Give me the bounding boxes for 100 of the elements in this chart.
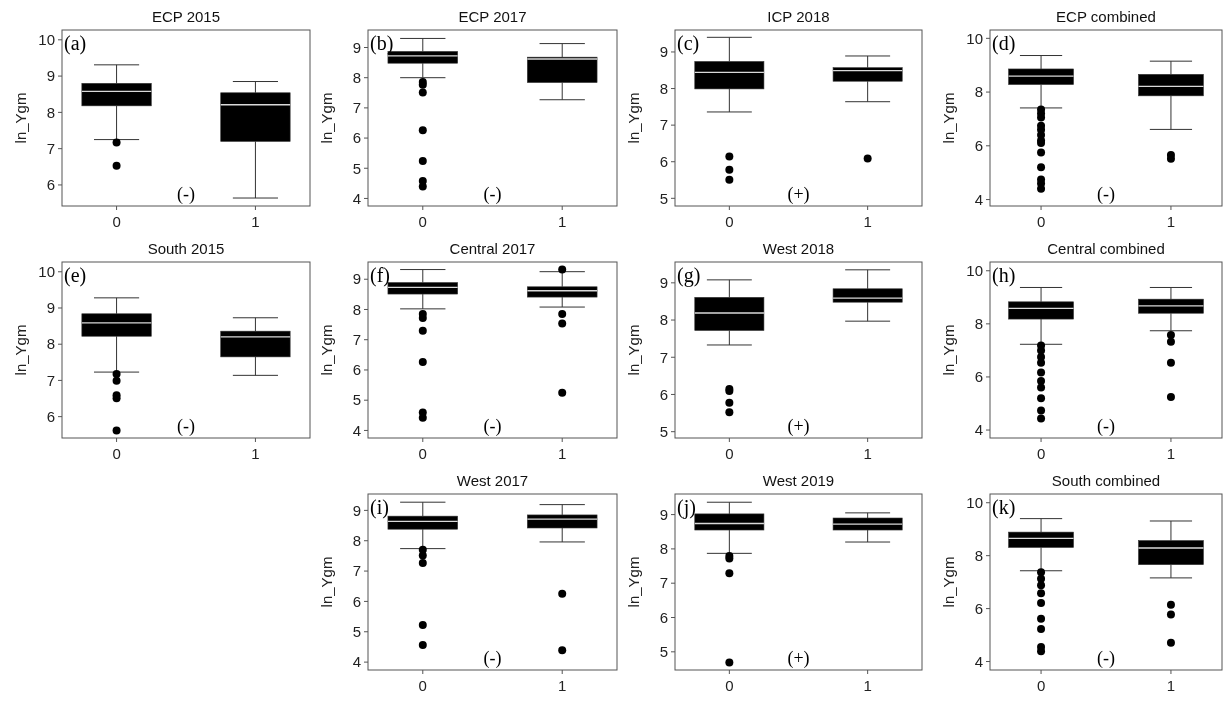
chart-title: South 2015 bbox=[147, 240, 225, 257]
y-tick-label: 4 bbox=[974, 652, 983, 670]
annotation: (b) bbox=[370, 32, 394, 55]
x-tick-label: 0 bbox=[1036, 445, 1046, 462]
y-tick-label: 5 bbox=[352, 623, 361, 641]
y-tick-label: 8 bbox=[46, 103, 55, 121]
annotation: (-) bbox=[1097, 648, 1115, 669]
x-tick-label: 1 bbox=[1166, 213, 1176, 230]
y-axis-title: ln_Ygm bbox=[318, 324, 335, 376]
y-tick-label: 9 bbox=[352, 501, 361, 519]
x-tick-label: 1 bbox=[251, 445, 260, 462]
y-tick-label: 6 bbox=[974, 137, 983, 155]
y-tick-label: 8 bbox=[974, 315, 983, 333]
y-tick-label: 10 bbox=[38, 263, 55, 281]
y-axis-title: ln_Ygm bbox=[625, 556, 642, 608]
annotation: (-) bbox=[177, 184, 195, 205]
y-tick-label: 8 bbox=[659, 79, 668, 97]
y-tick-label: 6 bbox=[352, 592, 361, 610]
y-tick-label: 4 bbox=[352, 421, 361, 439]
annotation: (+) bbox=[787, 648, 810, 669]
y-tick-label: 8 bbox=[974, 546, 983, 564]
y-tick-label: 5 bbox=[659, 189, 668, 207]
y-tick-label: 10 bbox=[38, 31, 55, 49]
annotation: (k) bbox=[992, 496, 1016, 519]
y-tick-label: 7 bbox=[659, 116, 668, 134]
y-tick-label: 9 bbox=[659, 43, 668, 61]
x-tick-label: 0 bbox=[725, 677, 734, 694]
y-tick-label: 5 bbox=[659, 422, 668, 440]
y-axis-title: ln_Ygm bbox=[625, 324, 642, 376]
chart-title: West 2017 bbox=[456, 472, 529, 489]
y-tick-label: 6 bbox=[974, 599, 983, 617]
x-tick-label: 1 bbox=[863, 213, 872, 230]
y-tick-label: 7 bbox=[352, 562, 361, 580]
x-tick-label: 1 bbox=[1166, 677, 1176, 694]
annotation: (c) bbox=[677, 32, 700, 55]
x-tick-label: 1 bbox=[558, 445, 567, 462]
y-tick-label: 6 bbox=[659, 152, 668, 170]
annotation: (a) bbox=[64, 32, 87, 55]
y-tick-label: 5 bbox=[659, 643, 668, 661]
annotation: (h) bbox=[992, 264, 1016, 287]
x-tick-label: 0 bbox=[418, 213, 427, 230]
y-axis-title: ln_Ygm bbox=[318, 92, 335, 144]
y-axis-title: ln_Ygm bbox=[940, 556, 957, 608]
y-axis-title: ln_Ygm bbox=[318, 556, 335, 608]
y-tick-label: 8 bbox=[974, 83, 983, 101]
y-tick-label: 6 bbox=[659, 385, 668, 403]
y-tick-label: 6 bbox=[352, 361, 361, 379]
annotation: (-) bbox=[177, 416, 195, 437]
y-tick-label: 7 bbox=[46, 371, 55, 389]
chart-title: West 2018 bbox=[762, 240, 835, 257]
annotation: (e) bbox=[64, 264, 87, 287]
y-tick-label: 8 bbox=[659, 311, 668, 329]
annotation: (-) bbox=[1097, 184, 1115, 205]
annotation: (-) bbox=[1097, 416, 1115, 437]
y-tick-label: 9 bbox=[46, 299, 55, 317]
y-axis-title: ln_Ygm bbox=[12, 92, 29, 144]
y-tick-label: 6 bbox=[659, 608, 668, 626]
annotation: (-) bbox=[483, 416, 502, 437]
chart-title: ECP 2017 bbox=[458, 8, 527, 25]
y-axis-title: ln_Ygm bbox=[940, 92, 957, 144]
y-tick-label: 8 bbox=[46, 335, 55, 353]
y-tick-label: 4 bbox=[352, 189, 361, 207]
y-tick-label: 9 bbox=[659, 274, 668, 292]
x-tick-label: 1 bbox=[558, 213, 567, 230]
x-tick-label: 1 bbox=[558, 677, 567, 694]
y-tick-label: 9 bbox=[352, 270, 361, 288]
y-tick-label: 10 bbox=[966, 262, 983, 280]
chart-title: ECP combined bbox=[1056, 8, 1156, 25]
y-tick-label: 5 bbox=[352, 391, 361, 409]
chart-title: Central combined bbox=[1047, 240, 1165, 257]
y-tick-label: 6 bbox=[46, 176, 55, 194]
annotation: (g) bbox=[677, 264, 701, 287]
y-tick-label: 10 bbox=[966, 29, 983, 47]
y-tick-label: 8 bbox=[352, 300, 361, 318]
annotation: (d) bbox=[992, 32, 1016, 55]
chart-title: ICP 2018 bbox=[767, 8, 830, 25]
annotation: (+) bbox=[787, 184, 810, 205]
y-tick-label: 6 bbox=[46, 407, 55, 425]
y-tick-label: 8 bbox=[352, 68, 361, 86]
y-tick-label: 4 bbox=[352, 653, 361, 671]
x-tick-label: 0 bbox=[725, 445, 734, 462]
y-axis-title: ln_Ygm bbox=[940, 324, 957, 376]
y-tick-label: 7 bbox=[352, 99, 361, 117]
y-tick-label: 6 bbox=[974, 368, 983, 386]
y-tick-label: 7 bbox=[659, 574, 668, 592]
chart-title: West 2019 bbox=[762, 472, 835, 489]
y-tick-label: 7 bbox=[46, 139, 55, 157]
y-tick-label: 4 bbox=[974, 421, 983, 439]
x-tick-label: 0 bbox=[112, 213, 121, 230]
x-tick-label: 0 bbox=[418, 677, 427, 694]
y-tick-label: 9 bbox=[46, 67, 55, 85]
x-tick-label: 1 bbox=[1166, 445, 1176, 462]
x-tick-label: 0 bbox=[112, 445, 121, 462]
annotation: (-) bbox=[483, 184, 502, 205]
annotation: (i) bbox=[370, 496, 389, 519]
y-tick-label: 10 bbox=[966, 493, 983, 511]
y-tick-label: 4 bbox=[974, 190, 983, 208]
y-tick-label: 9 bbox=[659, 505, 668, 523]
y-tick-label: 8 bbox=[352, 531, 361, 549]
x-tick-label: 1 bbox=[863, 677, 872, 694]
